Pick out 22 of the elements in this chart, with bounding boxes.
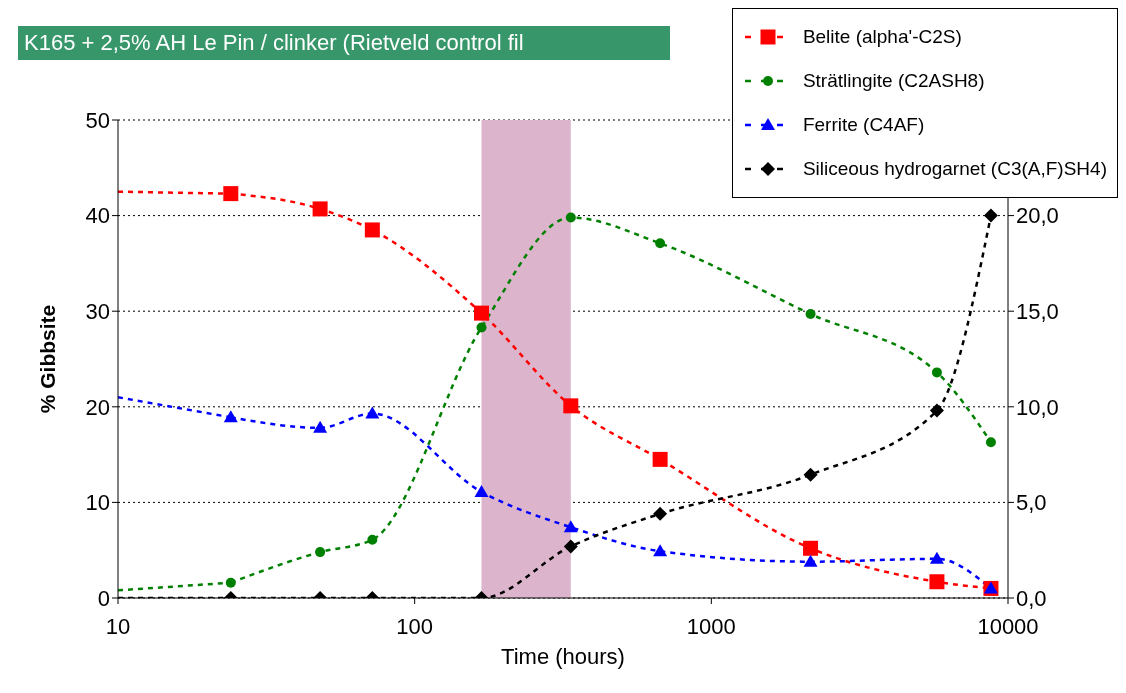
x-tick-label: 10000 [977,613,1039,639]
x-tick-label: 1000 [686,613,736,639]
x-tick-label: 10 [105,613,131,639]
legend-label: Siliceous hydrogarnet (C3(A,F)SH4) [802,157,1107,181]
chart-title: K165 + 2,5% AH Le Pin / clinker (Rietveld control fil [18,26,670,60]
y2-tick-label: 5,0 [1016,490,1047,516]
y-tick-label: 30 [85,299,110,325]
y-tick-label: 50 [85,107,110,133]
y2-tick-label: 10,0 [1016,394,1059,420]
y-tick-label: 20 [85,394,110,420]
y-tick-label: 0 [97,585,110,611]
y-axis-title: % Gibbsite [36,304,60,414]
y2-tick-label: 0,0 [1016,585,1047,611]
y-tick-label: 40 [85,203,110,229]
y2-tick-label: 15,0 [1016,299,1059,325]
legend-label: Belite (alpha'-C2S) [802,25,962,49]
x-tick-label: 100 [396,613,434,639]
y-tick-label: 10 [85,490,110,516]
legend-label: Strätlingite (C2ASH8) [802,69,985,93]
legend-label: Ferrite (C4AF) [802,113,925,137]
x-axis-title: Time (hours) [501,644,625,669]
y2-tick-label: 20,0 [1016,203,1059,229]
